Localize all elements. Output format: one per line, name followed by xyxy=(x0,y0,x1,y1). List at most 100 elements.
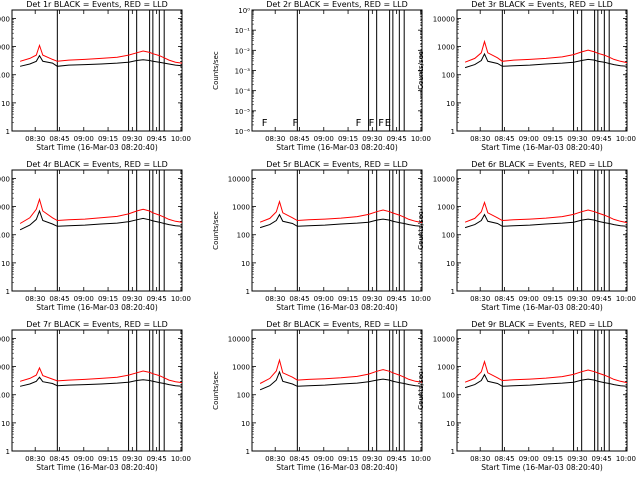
y-tick-label: 10⁻⁵ xyxy=(235,108,251,116)
y-tick-label: 10000 xyxy=(228,175,250,183)
x-tick-label: 09:15 xyxy=(98,295,118,303)
x-axis-label: Start Time (16-Mar-03 08:20:40) xyxy=(36,463,158,472)
panel-4: Det 4r BLACK = Events, RED = LLD 1 10 100 10… xyxy=(0,160,191,312)
y-tick-label: 1 xyxy=(246,448,250,456)
y-tick-label: 10000 xyxy=(228,335,250,343)
panel-8: Det 8r BLACK = Events, RED = LLD 1 10 100 10… xyxy=(212,320,431,472)
x-tick-label: 08:30 xyxy=(265,455,285,463)
plot-frame xyxy=(251,169,423,292)
x-tick-label: 08:45 xyxy=(494,135,514,143)
x-tick-label: 08:30 xyxy=(25,455,45,463)
series-line-lld xyxy=(464,39,628,64)
x-tick-label: 09:30 xyxy=(362,135,382,143)
series-line-lld xyxy=(259,358,423,384)
y-tick-label: 100 xyxy=(0,232,10,240)
x-tick-label: 09:30 xyxy=(122,455,142,463)
x-tick-label: 08:30 xyxy=(265,295,285,303)
y-tick-label: 10000 xyxy=(0,15,10,23)
x-tick-label: 09:15 xyxy=(98,455,118,463)
x-tick-label: 09:15 xyxy=(338,455,358,463)
y-tick-label: 10⁻¹ xyxy=(235,27,251,35)
y-tick-label: 10 xyxy=(1,260,10,268)
x-tick-label: 09:45 xyxy=(592,295,612,303)
x-tick-label: 09:45 xyxy=(592,135,612,143)
series-line-events xyxy=(19,376,183,387)
x-tick-label: 09:15 xyxy=(543,295,563,303)
series-line-events xyxy=(464,52,628,69)
x-axis-label: Start Time (16-Mar-03 08:20:40) xyxy=(276,143,398,152)
x-axis-label: Start Time (16-Mar-03 08:20:40) xyxy=(276,463,398,472)
x-tick-label: 09:30 xyxy=(122,295,142,303)
panel-title: Det 8r BLACK = Events, RED = LLD xyxy=(266,320,408,329)
panel-9: Det 9r BLACK = Events, RED = LLD 1 10 100 10… xyxy=(417,320,636,472)
x-tick-label: 09:30 xyxy=(567,135,587,143)
x-tick-label: 09:00 xyxy=(74,135,94,143)
y-tick-label: 100 xyxy=(442,72,455,80)
x-tick-label: 08:30 xyxy=(25,135,45,143)
y-tick-label: 10 xyxy=(241,420,250,428)
series-line-events xyxy=(259,213,423,229)
y-tick-label: 1000 xyxy=(0,364,10,372)
y-tick-label: 10 xyxy=(1,100,10,108)
panel-title: Det 9r BLACK = Events, RED = LLD xyxy=(471,320,613,329)
x-tick-label: 08:30 xyxy=(265,135,285,143)
x-tick-label: 09:00 xyxy=(74,455,94,463)
x-tick-label: 08:30 xyxy=(470,295,490,303)
y-tick-label: 10000 xyxy=(433,15,455,23)
y-tick-label: 1 xyxy=(246,288,250,296)
x-tick-label: 10:00 xyxy=(171,455,191,463)
y-tick-label: 10 xyxy=(446,260,455,268)
y-axis-label: Counts/sec xyxy=(212,211,220,250)
x-tick-label: 08:30 xyxy=(470,135,490,143)
y-tick-label: 1000 xyxy=(232,204,250,212)
flag-marker: F xyxy=(262,118,268,129)
x-axis-label: Start Time (16-Mar-03 08:20:40) xyxy=(481,143,603,152)
y-tick-label: 1000 xyxy=(437,364,455,372)
x-tick-label: 09:15 xyxy=(543,455,563,463)
x-axis-label: Start Time (16-Mar-03 08:20:40) xyxy=(36,303,158,312)
panel-7: Det 7r BLACK = Events, RED = LLD 1 10 100 10… xyxy=(0,320,191,472)
panel-1: Det 1r BLACK = Events, RED = LLD 1 10 100 10… xyxy=(0,0,191,152)
x-tick-label: 10:00 xyxy=(411,455,431,463)
y-tick-label: 10 xyxy=(241,260,250,268)
x-tick-label: 08:45 xyxy=(289,135,309,143)
x-axis-label: Start Time (16-Mar-03 08:20:40) xyxy=(276,303,398,312)
x-tick-label: 09:45 xyxy=(387,455,407,463)
x-tick-label: 09:45 xyxy=(592,455,612,463)
series-line-lld xyxy=(464,359,628,384)
plot-frame xyxy=(11,329,183,452)
flag-marker: F xyxy=(292,118,298,129)
x-tick-label: 08:45 xyxy=(494,455,514,463)
plot-frame xyxy=(11,9,183,132)
x-tick-label: 10:00 xyxy=(411,295,431,303)
panel-title: Det 2r BLACK = Events, RED = LLD xyxy=(266,0,408,9)
y-axis-label: Counts/sec xyxy=(212,51,220,90)
plot-frame xyxy=(251,9,423,132)
x-tick-label: 10:00 xyxy=(616,295,636,303)
y-tick-label: 1 xyxy=(6,288,10,296)
x-tick-label: 09:00 xyxy=(314,455,334,463)
x-tick-label: 10:00 xyxy=(171,295,191,303)
y-tick-label: 1 xyxy=(6,448,10,456)
y-tick-label: 10⁻⁴ xyxy=(235,88,251,96)
y-tick-label: 10⁰ xyxy=(238,7,250,15)
y-tick-label: 10 xyxy=(446,100,455,108)
x-tick-label: 09:00 xyxy=(314,295,334,303)
y-tick-label: 1 xyxy=(451,128,455,136)
x-tick-label: 09:15 xyxy=(98,135,118,143)
panel-title: Det 3r BLACK = Events, RED = LLD xyxy=(471,0,613,9)
y-tick-label: 10 xyxy=(446,420,455,428)
y-tick-label: 10 xyxy=(1,420,10,428)
x-tick-label: 09:30 xyxy=(567,455,587,463)
y-tick-label: 1000 xyxy=(232,364,250,372)
y-tick-label: 100 xyxy=(442,392,455,400)
x-tick-label: 09:00 xyxy=(519,455,539,463)
x-tick-label: 08:45 xyxy=(494,295,514,303)
series-line-events xyxy=(19,54,183,67)
y-tick-label: 100 xyxy=(237,232,250,240)
y-tick-label: 1000 xyxy=(0,44,10,52)
x-tick-label: 10:00 xyxy=(616,135,636,143)
y-tick-label: 100 xyxy=(442,232,455,240)
x-tick-label: 08:30 xyxy=(25,295,45,303)
